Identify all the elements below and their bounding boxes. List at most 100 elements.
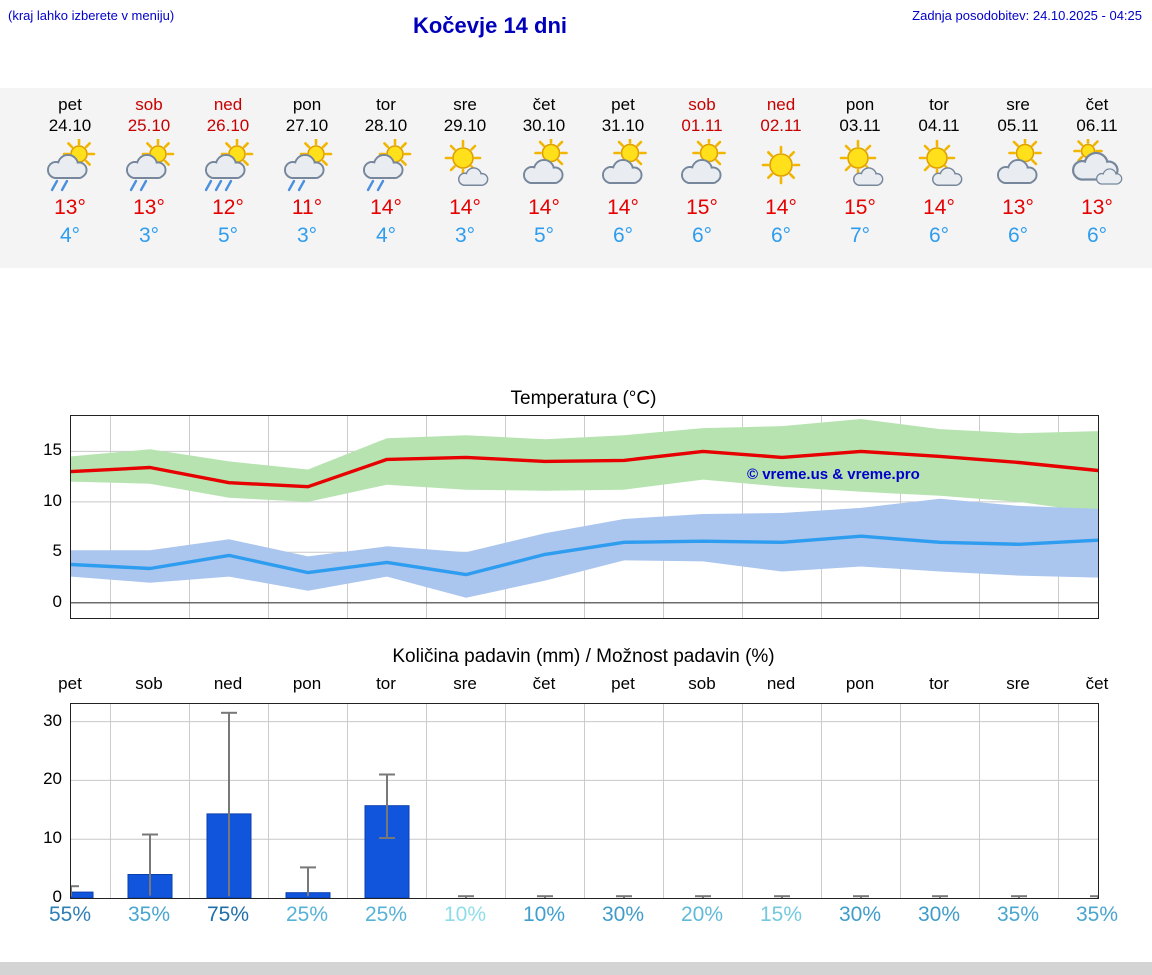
sun-cloud-icon <box>661 139 743 195</box>
sun-cloud-showers-icon <box>266 139 348 195</box>
precip-y-tick: 20 <box>43 769 62 789</box>
vreme-watermark-link[interactable]: © vreme.us & vreme.pro <box>747 466 920 483</box>
precip-probability: 35% <box>127 903 171 926</box>
precip-chart-title: Količina padavin (mm) / Možnost padavin … <box>392 646 775 667</box>
cloud <box>681 159 722 184</box>
menu-hint: (kraj lahko izberete v meniju) <box>8 8 175 23</box>
sun-icon <box>740 139 822 195</box>
day-date: 05.11 <box>997 116 1039 135</box>
precip-day-label: tor <box>376 674 396 693</box>
low-temp: 5° <box>217 224 239 247</box>
forecast-day-02.11: ned 02.11 14° 6° <box>740 88 822 248</box>
cloud <box>205 154 246 179</box>
low-temp: 6° <box>1007 224 1029 247</box>
precip-day-label: pet <box>58 674 82 693</box>
precip-probability: 30% <box>601 903 645 926</box>
precip-probability: 10% <box>443 903 487 926</box>
day-name: pon <box>845 95 875 114</box>
high-temp: 14° <box>528 196 560 219</box>
day-name: pon <box>292 95 322 114</box>
precip-day-label: sob <box>688 674 716 693</box>
temperature-chart: © vreme.us & vreme.pro <box>69 415 1100 619</box>
cloudy-icon <box>1056 139 1138 195</box>
forecast-day-30.10: čet 30.10 14° 5° <box>503 88 585 248</box>
forecast-day-04.11: tor 04.11 14° 6° <box>898 88 980 248</box>
sun-small-cloud-icon <box>819 139 901 195</box>
high-temp: 14° <box>923 196 955 219</box>
day-name: tor <box>929 95 949 114</box>
cloud <box>932 167 963 186</box>
precip-probability: 75% <box>206 903 250 926</box>
sun-cloud-icon <box>582 139 664 195</box>
high-temp: 14° <box>449 196 481 219</box>
precip-probability: 15% <box>759 903 803 926</box>
temp-y-tick: 0 <box>52 591 62 611</box>
precip-whisker <box>932 895 948 898</box>
raindrops <box>129 179 148 192</box>
day-name: pet <box>58 95 82 114</box>
precip-probability: 10% <box>522 903 566 926</box>
sun-cloud-showers-icon <box>29 139 111 195</box>
sun <box>613 139 647 170</box>
cloud <box>523 159 564 184</box>
high-temp: 12° <box>212 196 244 219</box>
high-temp: 13° <box>1081 196 1113 219</box>
cloud <box>997 159 1038 184</box>
precip-probability: 35% <box>1075 903 1119 926</box>
high-temp: 14° <box>370 196 402 219</box>
sun-cloud-rain-icon <box>187 139 269 195</box>
precip-chart <box>48 703 1106 899</box>
day-date: 29.10 <box>443 116 487 135</box>
precip-probability: 35% <box>996 903 1040 926</box>
cloud <box>1096 168 1123 185</box>
low-temp: 6° <box>1086 224 1108 247</box>
low-temp: 4° <box>375 224 397 247</box>
sun-cloud-icon <box>977 139 1059 195</box>
raindrops <box>287 179 306 192</box>
precip-y-tick: 30 <box>43 710 62 730</box>
day-date: 01.11 <box>681 116 723 135</box>
day-name: sre <box>1006 95 1030 114</box>
day-name: ned <box>213 95 243 114</box>
precip-day-label: pon <box>292 674 322 693</box>
high-temp: 13° <box>133 196 165 219</box>
day-date: 24.10 <box>48 116 92 135</box>
min-temp-line <box>69 534 1100 577</box>
precip-probability: 55% <box>48 903 92 926</box>
sun-cloud-showers-icon <box>345 139 427 195</box>
low-temp: 6° <box>612 224 634 247</box>
day-date: 26.10 <box>206 116 250 135</box>
sun-cloud-icon <box>503 139 585 195</box>
precip-day-label: sob <box>135 674 163 693</box>
footer-bar <box>0 962 1152 975</box>
day-date: 06.11 <box>1076 116 1118 135</box>
high-temp: 13° <box>1002 196 1034 219</box>
day-date: 30.10 <box>522 116 566 135</box>
precip-day-label: pon <box>845 674 875 693</box>
high-temp: 15° <box>844 196 876 219</box>
raindrops <box>366 179 385 192</box>
temp-y-tick: 15 <box>43 440 62 460</box>
forecast-day-06.11: čet 06.11 13° 6° <box>1056 88 1138 248</box>
precip-probability: 20% <box>680 903 724 926</box>
page-title: Kočevje 14 dni <box>412 13 568 38</box>
precip-bar <box>48 891 94 899</box>
raindrops <box>50 179 69 192</box>
precip-whisker <box>142 833 158 896</box>
low-temp: 5° <box>533 224 555 247</box>
high-temp: 14° <box>607 196 639 219</box>
precip-whisker <box>221 711 237 897</box>
cloud <box>853 167 884 186</box>
day-name: tor <box>376 95 396 114</box>
precip-y-tick: 10 <box>43 828 62 848</box>
day-date: 28.10 <box>364 116 408 135</box>
sun <box>761 145 801 185</box>
precip-whisker <box>379 773 395 839</box>
day-name: pet <box>611 95 635 114</box>
forecast-day-28.10: tor 28.10 14° 4° <box>345 88 427 248</box>
high-temp: 14° <box>765 196 797 219</box>
low-temp: 6° <box>691 224 713 247</box>
day-date: 31.10 <box>601 116 645 135</box>
sun <box>1008 139 1042 170</box>
day-date: 25.10 <box>127 116 171 135</box>
